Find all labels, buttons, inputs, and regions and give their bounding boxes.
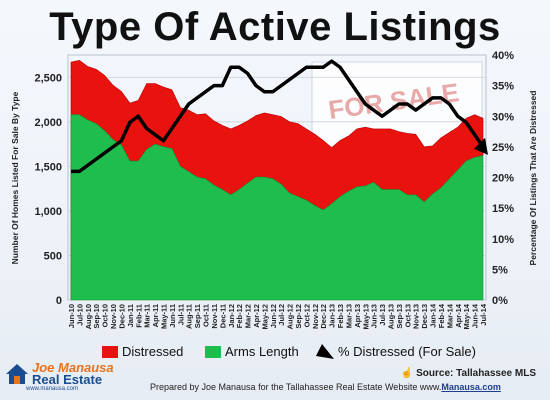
prepared-text: Prepared by Joe Manausa for the Tallahas… [150,382,442,392]
y-right-tick-label: 30% [492,111,514,123]
y-left-tick-label: 0 [56,295,62,307]
y-left-tick-label: 2,500 [34,72,62,84]
x-tick-label: Aug-10 [84,304,93,329]
line-arrowhead [474,137,488,155]
prepared-by-note: Prepared by Joe Manausa for the Tallahas… [150,382,501,392]
x-tick-label: Aug-11 [185,304,194,329]
x-tick-label: Apr-13 [353,304,362,328]
x-tick-label: Jun-10 [67,304,76,328]
legend-arrow-marker [316,344,334,359]
source-text: Source: Tallahassee MLS [416,368,536,379]
y-left-axis-title: Number Of Homes Listed For Sale By Type [10,91,20,264]
y-right-tick-label: 25% [492,142,514,154]
x-tick-label: Mar-13 [344,304,353,328]
y-left-tick-label: 1,500 [34,161,62,173]
website-link[interactable]: Manausa.com [441,382,501,392]
x-tick-label: May-14 [462,303,471,329]
y-right-tick-label: 10% [492,234,514,246]
x-tick-label: Oct-11 [202,304,211,327]
x-tick-label: Jun-11 [168,304,177,328]
x-tick-label: Jun-14 [471,303,480,328]
pointer-icon: ☝ [400,368,417,379]
x-tick-label: Jul-11 [176,304,185,325]
y-left-tick-label: 500 [44,250,62,262]
y-right-tick-label: 40% [492,50,514,62]
y-right-tick-label: 35% [492,81,514,93]
y-right-tick-label: 15% [492,203,514,215]
logo-url: www.manausa.com [26,386,79,392]
x-tick-label: Oct-13 [403,304,412,327]
x-tick-label: Feb-11 [134,304,143,328]
x-tick-label: Aug-12 [286,304,295,329]
x-tick-label: Dec-11 [218,304,227,328]
x-tick-label: Jul-10 [75,304,84,326]
chart-title: Type Of Active Listings [49,5,501,49]
x-tick-label: Feb-13 [336,304,345,328]
x-tick-label: Oct-12 [302,304,311,327]
logo-name: Joe Manausa [32,360,114,375]
source-note: ☝ Source: Tallahassee MLS [401,368,536,379]
x-tick-label: Oct-10 [101,304,110,327]
legend: Distressed Arms Length % Distressed (For S… [102,344,476,359]
x-tick-label: Feb-14 [437,303,446,328]
y-right-tick-label: 20% [492,173,514,185]
axes: 0 500 1,000 1,500 2,000 2,500 0% 5% 10% 15% 20% 25%… [10,50,538,329]
x-tick-label: Nov-12 [311,304,320,329]
x-tick-label: Jul-12 [277,304,286,326]
x-tick-label: Apr-12 [252,304,261,328]
x-tick-label: Jan-12 [227,304,236,328]
x-tick-label: May-12 [260,304,269,329]
x-tick-label: Sep-13 [395,304,404,329]
legend-swatch-arms-length [205,346,221,358]
x-tick-label: Sep-10 [92,304,101,329]
x-tick-label: Aug-13 [387,304,396,329]
legend-label-arms-length: Arms Length [225,344,299,359]
x-tick-label: May-11 [159,304,168,329]
x-tick-label: Dec-13 [420,304,429,329]
y-right-axis-title: Percentage Of Listings That Are Distress… [528,91,538,266]
x-tick-label: Jan-14 [429,303,438,328]
legend-label-distressed: Distressed [122,344,183,359]
x-tick-label: Mar-12 [244,304,253,328]
x-tick-label: Jun-13 [370,304,379,328]
legend-label-percent-distressed: % Distressed (For Sale) [338,344,476,359]
line-series [71,59,488,174]
x-tick-label: Jul-13 [378,304,387,326]
x-tick-label: Nov-13 [412,304,421,329]
x-tick-label: Nov-10 [109,304,118,329]
x-tick-label: May-13 [361,304,370,329]
x-tick-label: Sep-11 [193,304,202,328]
logo-subtitle: Real Estate [32,372,103,387]
x-tick-label: Feb-12 [235,304,244,328]
x-tick-label: Dec-10 [117,304,126,329]
y-right-tick-label: 0% [492,295,508,307]
y-left-tick-label: 2,000 [34,117,62,129]
x-tick-label: Jan-13 [328,304,337,328]
x-tick-label: Apr-11 [151,304,160,327]
x-tick-label: Jun-12 [269,304,278,328]
y-left-tick-label: 1,000 [34,206,62,218]
house-icon [6,364,28,384]
x-tick-label: Mar-14 [445,303,454,328]
x-tick-label: Sep-12 [294,304,303,329]
x-tick-label: Dec-12 [319,304,328,329]
x-tick-label: Apr-14 [454,303,463,328]
legend-swatch-distressed [102,346,118,358]
percent-distressed-line [71,59,485,174]
x-tick-label: Jul-14 [479,303,488,326]
area-series [70,60,484,301]
x-tick-label: Mar-11 [143,304,152,328]
y-right-tick-label: 5% [492,264,508,276]
x-tick-label: Nov-11 [210,304,219,329]
arms-length-area [70,114,484,301]
company-logo[interactable]: Joe Manausa Real Estate www.manausa.com [4,360,124,396]
x-tick-label: Jan-11 [126,304,135,327]
